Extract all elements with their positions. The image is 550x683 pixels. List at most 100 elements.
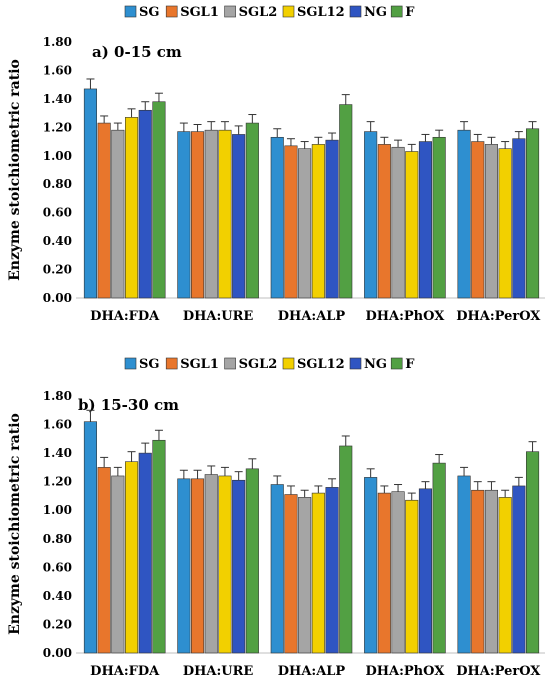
bar-sg-dha-ure [177,478,191,654]
bar-sgl12-dha-perox [498,497,512,654]
error-bar [366,468,375,478]
y-tick-label: 0.00 [43,646,72,660]
y-tick-label: 1.00 [43,503,72,517]
y-tick-label: 1.20 [43,120,72,134]
error-bar [435,454,444,464]
bar-f-dha-alp [339,104,353,299]
error-bar [514,476,523,486]
error-bar [394,139,403,148]
error-bar [528,121,537,129]
error-bar [273,475,282,485]
legend-label-sgl2: SGL2 [239,5,278,20]
legend-label-ng: NG [364,357,387,372]
legend-label-sgl1: SGL1 [180,357,219,372]
bar-f-dha-alp [339,445,353,654]
legend-swatch-ng [349,5,362,18]
error-bar [179,122,188,132]
legend-label-sgl12: SGL12 [297,357,345,372]
bar-f-dha-perox [525,451,540,654]
y-axis: 0.00 0.20 0.40 0.60 0.80 1.00 1.20 1.40 1.60 1.80 [43,389,72,660]
error-bar [501,141,510,149]
legend-swatch-sgl12 [282,357,295,370]
bar-ng-dha-phox [418,488,433,654]
error-bar [234,125,243,135]
error-bar [300,141,309,149]
bar-ng-dha-phox [418,141,433,299]
error-bar [407,492,416,501]
bar-sgl12-dha-alp [311,144,325,299]
error-bar [435,129,444,138]
bar-sg-dha-phox [364,131,378,299]
bar-sgl2-dha-ure [204,129,218,299]
y-tick-label: 0.20 [43,617,72,631]
bar-ng-dha-ure [232,134,246,299]
error-bar [207,465,216,475]
error-bar [341,435,350,446]
legend-swatch-sgl2 [224,357,236,370]
bar-sgl12-dha-fda [125,117,139,299]
x-tick-label: DHA:ALP [278,309,346,324]
y-axis-label: Enzyme stoichiometric ratio [7,413,23,635]
error-bar [193,123,202,132]
bar-sgl2-dha-alp [298,497,312,654]
bar-sgl12-dha-ure [218,129,232,299]
error-bar [487,136,496,145]
panel-title: b) 15-30 cm [78,396,179,414]
bar-sgl2-dha-alp [298,148,312,299]
y-tick-label: 0.40 [43,234,72,248]
error-bar [460,466,469,476]
legend-swatch-sgl1 [165,357,178,370]
x-tick-label: DHA:PhOX [365,664,445,679]
error-bar [314,136,323,145]
error-bar [127,108,136,118]
error-bar [113,122,122,131]
bar-sgl2-dha-phox [391,491,405,654]
legend-swatch-ng [349,357,362,370]
error-bar [113,466,122,476]
error-bar [460,121,469,131]
bar-f-dha-ure [245,122,259,299]
bar-sgl12-dha-phox [405,151,419,299]
error-bar [86,409,95,422]
y-tick-label: 0.80 [43,532,72,546]
legend: SG SGL1 SGL2 SGL12 NG F [124,357,415,372]
bar-ng-dha-fda [138,109,152,299]
x-tick-label: DHA:ALP [278,664,346,679]
bar-sgl12-dha-fda [125,461,139,654]
error-bar [179,469,188,479]
error-bar [487,481,496,491]
legend-label-f: F [405,5,415,20]
error-bar [407,143,416,152]
bar-sgl2-dha-fda [111,475,125,654]
bar-sg-dha-alp [270,136,284,299]
error-bar [154,92,163,102]
y-axis: 0.00 0.20 0.40 0.60 0.80 1.00 1.20 1.40 1.60 1.80 [43,35,72,305]
panel-title: a) 0-15 cm [92,43,182,61]
bar-f-dha-phox [432,462,446,654]
error-bar [86,78,95,89]
error-bar [100,456,109,468]
legend-swatch-sgl2 [224,5,236,18]
bar-sgl1-dha-perox [471,489,485,654]
error-bar [127,451,136,462]
error-bar [154,429,163,441]
bar-sgl2-dha-phox [391,146,405,299]
y-tick-label: 1.00 [43,149,72,163]
legend-swatch-sg [124,357,137,370]
bar-ng-dha-ure [232,479,246,654]
legend-label-sgl12: SGL12 [297,5,345,20]
bar-ng-dha-perox [512,138,526,299]
legend-label-f: F [405,357,415,372]
x-tick-label: DHA:FDA [90,664,160,679]
y-tick-label: 0.20 [43,263,72,277]
bar-f-dha-fda [152,101,166,299]
bar-sg-dha-fda [83,421,97,654]
y-tick-label: 1.40 [43,92,72,106]
chart-panel-a: SG SGL1 SGL2 SGL12 NG F 0.00 0.20 0.40 0.60 0.80 1.… [7,5,545,324]
y-tick-label: 1.40 [43,446,72,460]
bar-sgl12-dha-alp [311,492,325,654]
bar-sgl1-dha-perox [471,141,485,299]
error-bar [473,481,482,491]
error-bar [273,128,282,138]
